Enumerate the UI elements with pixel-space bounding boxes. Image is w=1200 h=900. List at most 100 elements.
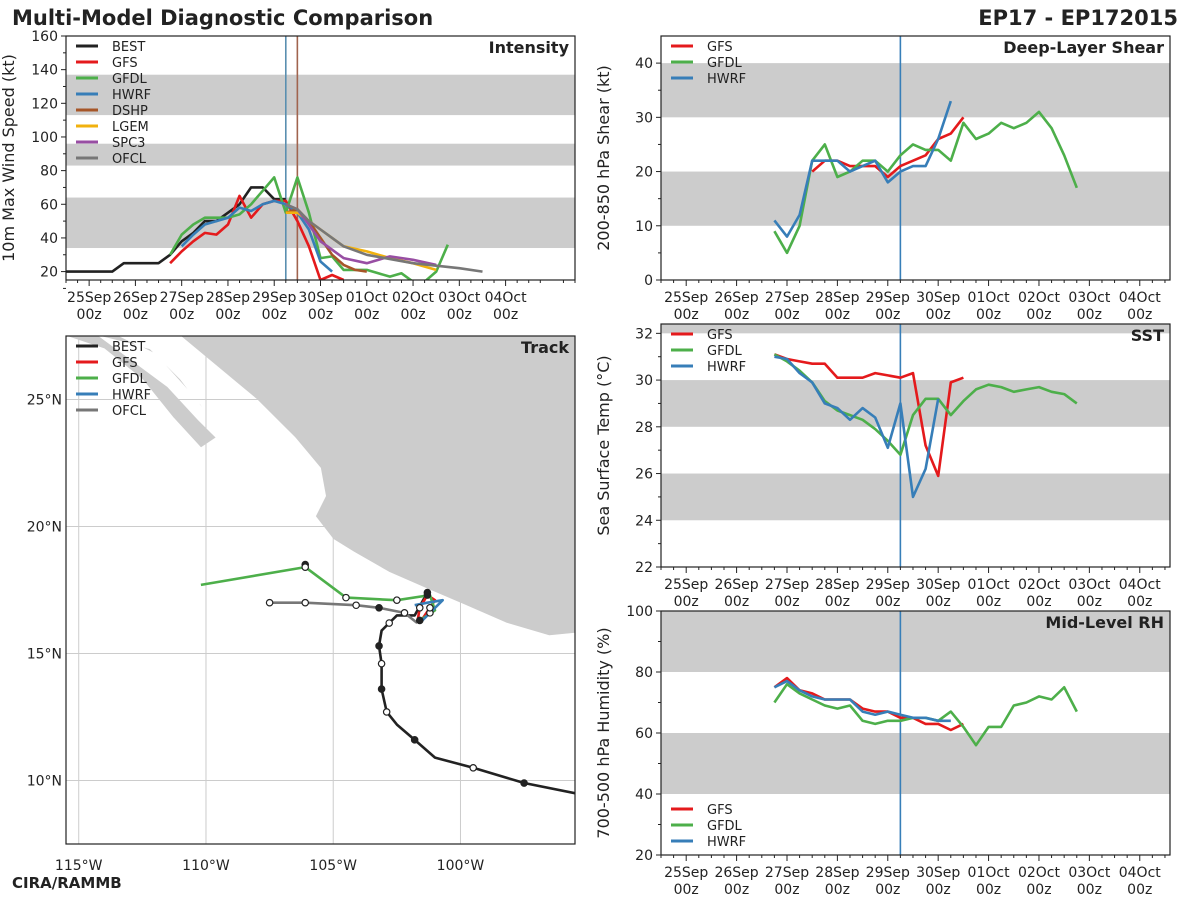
- x-tick-sublabel: 00z: [825, 882, 850, 898]
- x-tick-sublabel: 00z: [169, 307, 194, 323]
- track-point: [375, 642, 383, 650]
- legend-label: HWRF: [112, 388, 151, 403]
- y-tick-label: 22: [635, 560, 653, 576]
- series-line-gfs: [773, 353, 964, 478]
- legend-label: OFCL: [112, 404, 147, 419]
- y-tick-label: 10: [635, 219, 653, 235]
- track-point: [342, 593, 350, 602]
- legend-label: HWRF: [112, 88, 151, 103]
- panel-title: Deep-Layer Shear: [1003, 38, 1164, 57]
- x-tick-label: 26Sep: [113, 290, 157, 306]
- x-tick-sublabel: 00z: [724, 882, 749, 898]
- axes-frame: [660, 323, 1171, 568]
- legend-label: SPC3: [112, 136, 145, 151]
- x-tick-sublabel: 00z: [354, 307, 379, 323]
- x-tick-label: 26Sep: [714, 577, 758, 593]
- shaded-band: [661, 171, 1170, 226]
- y-tick-label: 40: [40, 231, 58, 247]
- track-point: [352, 601, 360, 610]
- page-title: Multi-Model Diagnostic Comparison: [12, 6, 434, 30]
- x-tick-sublabel: 00z: [1077, 882, 1102, 898]
- x-tick-label: 28Sep: [815, 290, 859, 306]
- x-tick-sublabel: 00z: [262, 307, 287, 323]
- legend-label: BEST: [112, 40, 145, 55]
- y-tick-label: 80: [40, 164, 58, 180]
- x-tick-sublabel: 00z: [926, 882, 951, 898]
- shaded-band: [661, 733, 1170, 794]
- x-tick-sublabel: 00z: [774, 882, 799, 898]
- credit-label: CIRA/RAMMB: [12, 874, 122, 892]
- x-tick-sublabel: 00z: [926, 594, 951, 610]
- x-tick-sublabel: 00z: [1077, 307, 1102, 323]
- x-tick-sublabel: 00z: [774, 594, 799, 610]
- x-tick-sublabel: 00z: [724, 594, 749, 610]
- x-tick-sublabel: 00z: [215, 307, 240, 323]
- y-tick-label: 30: [635, 110, 653, 126]
- series-line-hwrf: [180, 199, 333, 273]
- legend-label: GFDL: [707, 56, 743, 71]
- x-tick-label: 01Oct: [968, 290, 1011, 306]
- x-tick-sublabel: 00z: [77, 307, 102, 323]
- legend-label: GFDL: [112, 372, 148, 387]
- y-tick-label: 80: [635, 665, 653, 681]
- track-point: [423, 591, 432, 599]
- y-tick-label: 26: [635, 467, 653, 483]
- x-tick-sublabel: 00z: [1127, 594, 1152, 610]
- x-tick-label: 100°W: [437, 858, 485, 874]
- y-tick-label: 30: [635, 373, 653, 389]
- y-tick-label: 25°N: [27, 393, 62, 409]
- y-tick-label: 24: [635, 513, 653, 529]
- x-tick-label: 03Oct: [1068, 865, 1111, 881]
- x-tick-label: 25Sep: [664, 577, 708, 593]
- axes-frame: [65, 335, 576, 845]
- x-tick-sublabel: 00z: [1077, 594, 1102, 610]
- x-tick-sublabel: 00z: [674, 882, 699, 898]
- series-line-hwrf: [773, 100, 953, 238]
- x-tick-label: 30Sep: [916, 865, 960, 881]
- legend-label: HWRF: [707, 835, 746, 850]
- y-tick-label: 32: [635, 326, 653, 342]
- legend-label: HWRF: [707, 72, 746, 87]
- y-tick-label: 60: [40, 197, 58, 213]
- legend-label: GFS: [707, 40, 733, 55]
- track-point: [426, 603, 434, 612]
- x-tick-label: 04Oct: [1119, 865, 1162, 881]
- x-tick-label: 29Sep: [866, 290, 910, 306]
- x-tick-sublabel: 00z: [825, 594, 850, 610]
- x-tick-label: 110°W: [182, 858, 230, 874]
- legend-label: GFS: [112, 56, 138, 71]
- y-tick-label: 40: [635, 56, 653, 72]
- y-axis-label: 200-850 hPa Shear (kt): [594, 65, 613, 251]
- track-point: [393, 596, 401, 604]
- track-point: [375, 603, 383, 612]
- y-tick-label: 20: [40, 265, 58, 281]
- y-tick-label: 28: [635, 420, 653, 436]
- panel-title: Track: [521, 338, 569, 357]
- y-tick-label: 100: [31, 130, 58, 146]
- y-axis-label: Sea Surface Temp (°C): [594, 355, 613, 535]
- y-tick-label: 15°N: [27, 647, 62, 663]
- x-tick-label: 01Oct: [968, 865, 1011, 881]
- x-tick-label: 28Sep: [206, 290, 250, 306]
- track-point: [385, 619, 394, 627]
- x-tick-label: 02Oct: [1018, 865, 1061, 881]
- legend-label: GFDL: [707, 344, 743, 359]
- x-tick-sublabel: 00z: [123, 307, 148, 323]
- x-tick-label: 04Oct: [485, 290, 528, 306]
- x-tick-label: 02Oct: [392, 290, 435, 306]
- shaded-band: [661, 611, 1170, 672]
- x-tick-label: 02Oct: [1018, 290, 1061, 306]
- y-tick-label: 10°N: [27, 774, 62, 790]
- x-tick-label: 30Sep: [916, 577, 960, 593]
- x-tick-label: 30Sep: [298, 290, 342, 306]
- track-point: [301, 598, 310, 607]
- x-tick-label: 01Oct: [346, 290, 389, 306]
- y-tick-label: 140: [31, 63, 58, 79]
- panel-title: Intensity: [489, 38, 570, 57]
- y-tick-label: 160: [31, 29, 58, 45]
- y-tick-label: 20: [635, 848, 653, 864]
- plot-area: [661, 324, 1170, 567]
